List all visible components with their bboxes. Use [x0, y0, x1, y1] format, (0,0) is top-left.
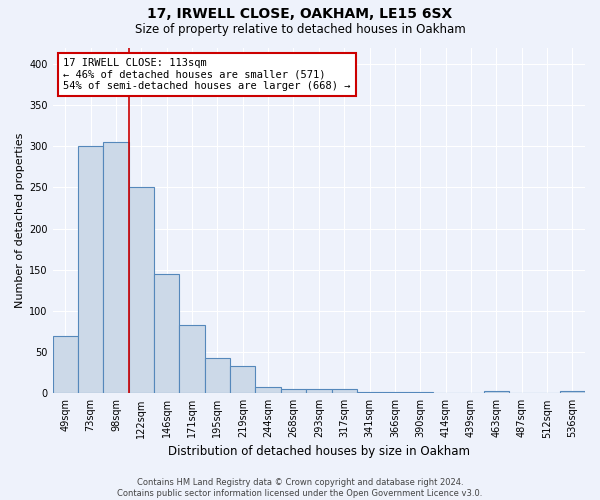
Text: 17 IRWELL CLOSE: 113sqm
← 46% of detached houses are smaller (571)
54% of semi-d: 17 IRWELL CLOSE: 113sqm ← 46% of detache… [63, 58, 351, 91]
Bar [357, 392, 382, 394]
Bar [306, 389, 332, 394]
Bar [332, 389, 357, 394]
Bar [78, 146, 103, 394]
Bar [382, 392, 407, 394]
Y-axis label: Number of detached properties: Number of detached properties [15, 132, 25, 308]
Bar [103, 142, 129, 394]
Bar [129, 188, 154, 394]
Bar [407, 392, 433, 394]
Text: Contains HM Land Registry data © Crown copyright and database right 2024.
Contai: Contains HM Land Registry data © Crown c… [118, 478, 482, 498]
Bar [179, 325, 205, 394]
Text: Size of property relative to detached houses in Oakham: Size of property relative to detached ho… [134, 22, 466, 36]
Bar [281, 389, 306, 394]
Bar [560, 391, 585, 394]
Bar [230, 366, 256, 394]
X-axis label: Distribution of detached houses by size in Oakham: Distribution of detached houses by size … [168, 444, 470, 458]
Bar [205, 358, 230, 394]
Bar [484, 391, 509, 394]
Bar [53, 336, 78, 394]
Text: 17, IRWELL CLOSE, OAKHAM, LE15 6SX: 17, IRWELL CLOSE, OAKHAM, LE15 6SX [148, 8, 452, 22]
Bar [154, 274, 179, 394]
Bar [256, 386, 281, 394]
